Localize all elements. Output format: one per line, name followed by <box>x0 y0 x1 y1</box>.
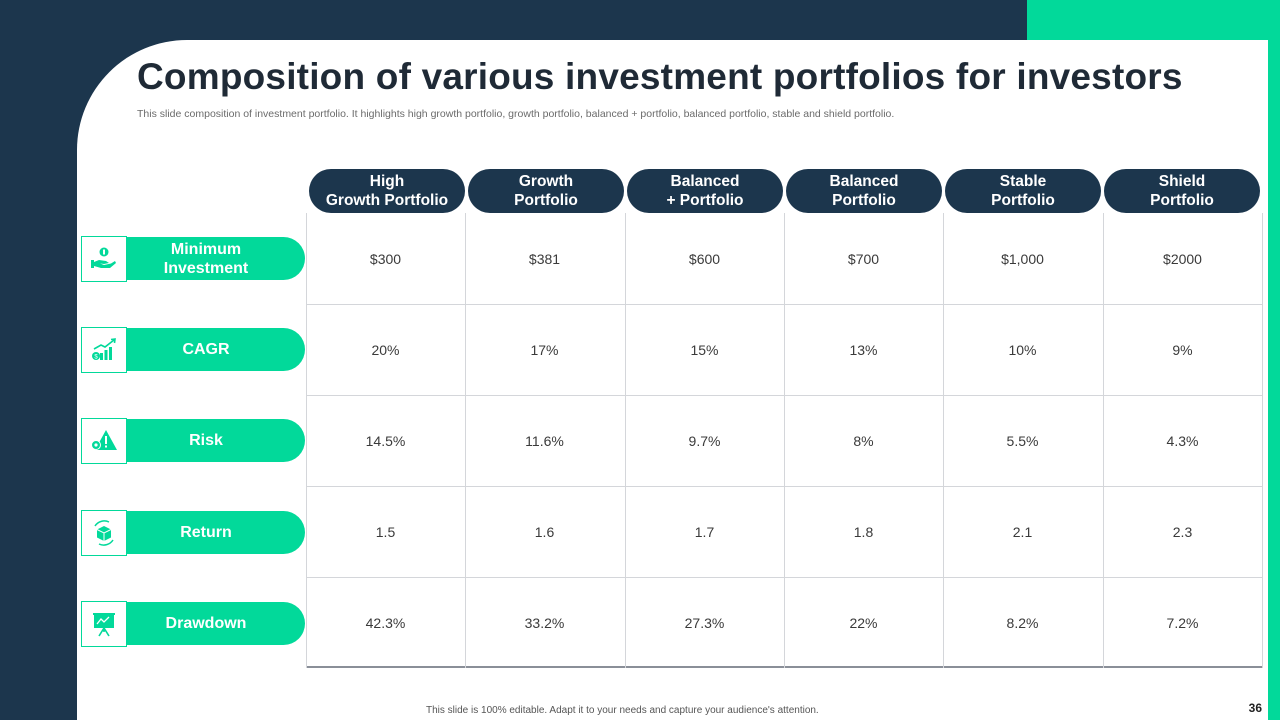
presentation-board-icon <box>81 601 127 647</box>
table-cell: $2000 <box>1163 250 1202 267</box>
table-cell: $300 <box>369 250 402 267</box>
grid-line <box>306 395 1263 396</box>
table-cell: 22% <box>849 614 878 631</box>
growth-chart-icon: $ <box>81 327 127 373</box>
column-header-stable: Stable Portfolio <box>945 169 1101 213</box>
table-cell: 7.2% <box>1166 614 1199 631</box>
table-cell: 9.7% <box>688 432 721 449</box>
grid-line <box>465 213 466 668</box>
data-table: $300 $381 $600 $700 $1,000 $2000 20% 17%… <box>306 213 1263 668</box>
row-label-text: Return <box>180 524 232 541</box>
table-cell: 17% <box>530 341 559 358</box>
column-header-balanced: Balanced Portfolio <box>786 169 942 213</box>
grid-line <box>943 213 944 668</box>
table-cell: 1.6 <box>534 523 555 540</box>
accent-strip-right <box>1268 0 1280 720</box>
table-cell: 1.5 <box>375 523 396 540</box>
table-cell: 15% <box>690 341 719 358</box>
column-header-high-growth: High Growth Portfolio <box>309 169 465 213</box>
table-cell: 1.7 <box>694 523 715 540</box>
column-header-growth: Growth Portfolio <box>468 169 624 213</box>
money-hand-icon <box>81 236 127 282</box>
row-label-bar <box>111 237 305 280</box>
box-cycle-icon <box>81 510 127 556</box>
table-cell: 4.3% <box>1166 432 1199 449</box>
column-header-shield: Shield Portfolio <box>1104 169 1260 213</box>
table-cell: 2.3 <box>1172 523 1193 540</box>
grid-line <box>1262 213 1263 668</box>
table-cell: 9% <box>1172 341 1193 358</box>
slide-subtitle: This slide composition of investment por… <box>137 108 895 120</box>
table-cell: 2.1 <box>1012 523 1033 540</box>
table-cell: $1,000 <box>1001 250 1044 267</box>
row-label-text: Risk <box>189 432 223 449</box>
table-cell: 11.6% <box>525 432 564 449</box>
row-label-bar <box>111 511 305 554</box>
table-cell: $600 <box>688 250 721 267</box>
table-cell: 33.2% <box>524 614 565 631</box>
table-cell: 20% <box>371 341 400 358</box>
slide-footer: This slide is 100% editable. Adapt it to… <box>426 705 819 716</box>
table-cell: 8% <box>853 432 874 449</box>
row-label-return: Return <box>81 510 305 556</box>
table-cell: 10% <box>1008 341 1037 358</box>
table-cell: 13% <box>849 341 878 358</box>
row-label-bar <box>111 602 305 645</box>
row-label-bar <box>111 419 305 462</box>
grid-line <box>625 213 626 668</box>
table-cell: 5.5% <box>1006 432 1039 449</box>
slide-title: Composition of various investment portfo… <box>137 56 1183 97</box>
row-label-minimum-investment: Minimum Investment <box>81 236 305 282</box>
warning-gear-icon <box>81 418 127 464</box>
svg-text:$: $ <box>94 355 98 361</box>
row-label-risk: Risk <box>81 418 305 464</box>
row-label-cagr: CAGR $ <box>81 327 305 373</box>
table-cell: 14.5% <box>365 432 406 449</box>
table-cell: $381 <box>528 250 561 267</box>
grid-line <box>306 486 1263 487</box>
row-label-text: Drawdown <box>165 615 247 632</box>
row-label-text: Minimum Investment <box>163 240 249 277</box>
row-label-drawdown: Drawdown <box>81 601 305 647</box>
grid-line <box>784 213 785 668</box>
page-number: 36 <box>1248 701 1262 715</box>
table-cell: 8.2% <box>1006 614 1039 631</box>
grid-line <box>306 213 307 668</box>
table-cell: 42.3% <box>365 614 406 631</box>
table-cell: $700 <box>847 250 880 267</box>
grid-line <box>306 304 1263 305</box>
column-header-balanced-plus: Balanced + Portfolio <box>627 169 783 213</box>
accent-strip-top <box>1027 0 1280 40</box>
table-cell: 27.3% <box>684 614 725 631</box>
row-label-text: CAGR <box>182 341 230 358</box>
row-label-bar <box>111 328 305 371</box>
grid-line <box>1103 213 1104 668</box>
grid-line <box>306 577 1263 578</box>
table-cell: 1.8 <box>853 523 874 540</box>
